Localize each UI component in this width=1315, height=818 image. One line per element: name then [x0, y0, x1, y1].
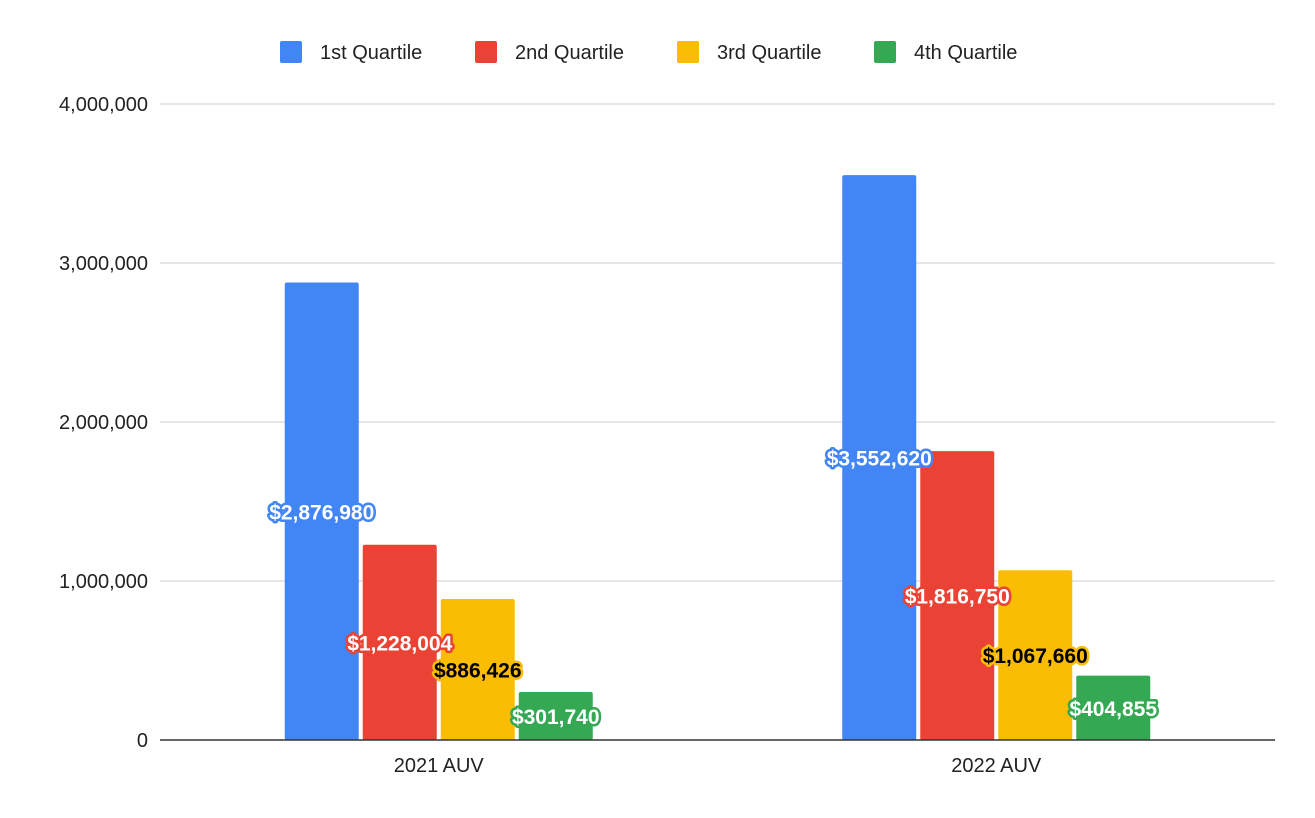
legend-label: 2nd Quartile: [515, 42, 624, 64]
bar-2-2[interactable]: [920, 451, 995, 740]
legend-item[interactable]: 1st Quartile: [280, 41, 422, 64]
legend-swatch: [280, 41, 302, 63]
x-tick-label: 2021 AUV: [394, 755, 485, 777]
bar-2-1[interactable]: [362, 544, 437, 740]
y-tick-label: 3,000,000: [59, 253, 148, 275]
bar-3-1[interactable]: [440, 599, 515, 740]
y-tick-label: 1,000,000: [59, 571, 148, 593]
bar-1-1[interactable]: [284, 282, 359, 740]
legend-item[interactable]: 2nd Quartile: [475, 41, 624, 64]
legend-item[interactable]: 4th Quartile: [874, 41, 1017, 64]
x-axis: 2021 AUV 2022 AUV: [394, 755, 1042, 777]
bar-4-1[interactable]: [518, 692, 593, 740]
bar-4-2[interactable]: [1076, 675, 1151, 740]
data-label: $1,067,660: [983, 645, 1088, 668]
data-labels: $2,876,980 $1,228,004 $886,426 $301,740 $3,5…: [267, 445, 1160, 731]
data-label: $301,740: [512, 706, 600, 729]
y-tick-label: 4,000,000: [59, 94, 148, 116]
bar-1-2[interactable]: [842, 175, 917, 740]
legend-label: 4th Quartile: [914, 42, 1017, 64]
legend-label: 3rd Quartile: [717, 42, 822, 64]
data-label: $1,816,750: [905, 586, 1010, 609]
data-label: $2,876,980: [269, 501, 374, 524]
data-label: $3,552,620: [827, 448, 932, 471]
legend: 1st Quartile 2nd Quartile 3rd Quartile 4th …: [280, 41, 1017, 64]
y-tick-label: 2,000,000: [59, 412, 148, 434]
y-axis: 0 1,000,000 2,000,000 3,000,000 4,000,000: [59, 94, 148, 752]
data-label: $1,228,004: [347, 632, 452, 655]
data-label: $404,855: [1069, 698, 1157, 721]
y-tick-label: 0: [137, 730, 148, 752]
bars: [284, 175, 1151, 740]
legend-swatch: [874, 41, 896, 63]
legend-item[interactable]: 3rd Quartile: [677, 41, 822, 64]
legend-swatch: [677, 41, 699, 63]
bar-3-2[interactable]: [998, 570, 1073, 740]
data-label: $886,426: [434, 660, 522, 683]
legend-label: 1st Quartile: [320, 42, 422, 64]
x-tick-label: 2022 AUV: [951, 755, 1042, 777]
legend-swatch: [475, 41, 497, 63]
